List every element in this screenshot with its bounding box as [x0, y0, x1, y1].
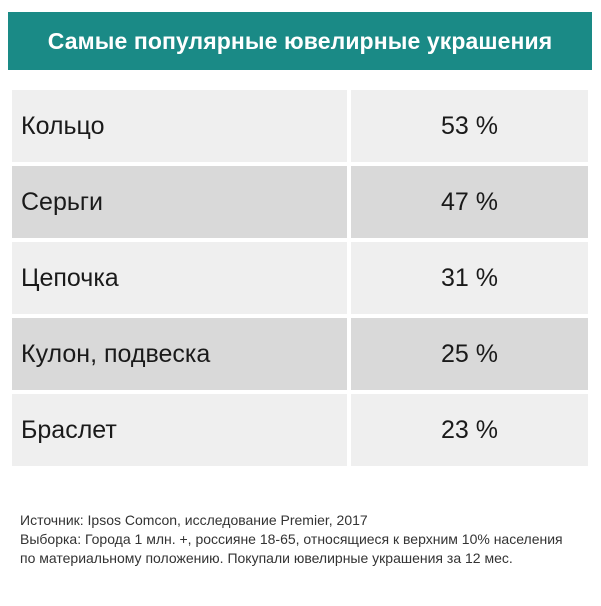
value-label: 23 %	[351, 394, 588, 466]
value-label: 53 %	[351, 90, 588, 162]
value-label: 47 %	[351, 166, 588, 238]
category-label: Цепочка	[12, 242, 347, 314]
category-label: Браслет	[12, 394, 347, 466]
table-row: Цепочка 31 %	[12, 242, 588, 314]
value-label: 31 %	[351, 242, 588, 314]
category-label: Серьги	[12, 166, 347, 238]
table-row: Серьги 47 %	[12, 166, 588, 238]
chart-title-banner: Самые популярные ювелирные украшения	[8, 12, 592, 70]
chart-title: Самые популярные ювелирные украшения	[47, 27, 553, 54]
table-row: Кольцо 53 %	[12, 90, 588, 162]
sample-note: Выборка: Города 1 млн. +, россияне 18-65…	[20, 531, 563, 566]
table-row: Кулон, подвеска 25 %	[12, 318, 588, 390]
category-label: Кулон, подвеска	[12, 318, 347, 390]
category-label: Кольцо	[12, 90, 347, 162]
source-note: Источник: Ipsos Comcon, исследование Pre…	[20, 512, 368, 528]
value-label: 25 %	[351, 318, 588, 390]
footnote: Источник: Ipsos Comcon, исследование Pre…	[20, 511, 580, 568]
table-row: Браслет 23 %	[12, 394, 588, 466]
